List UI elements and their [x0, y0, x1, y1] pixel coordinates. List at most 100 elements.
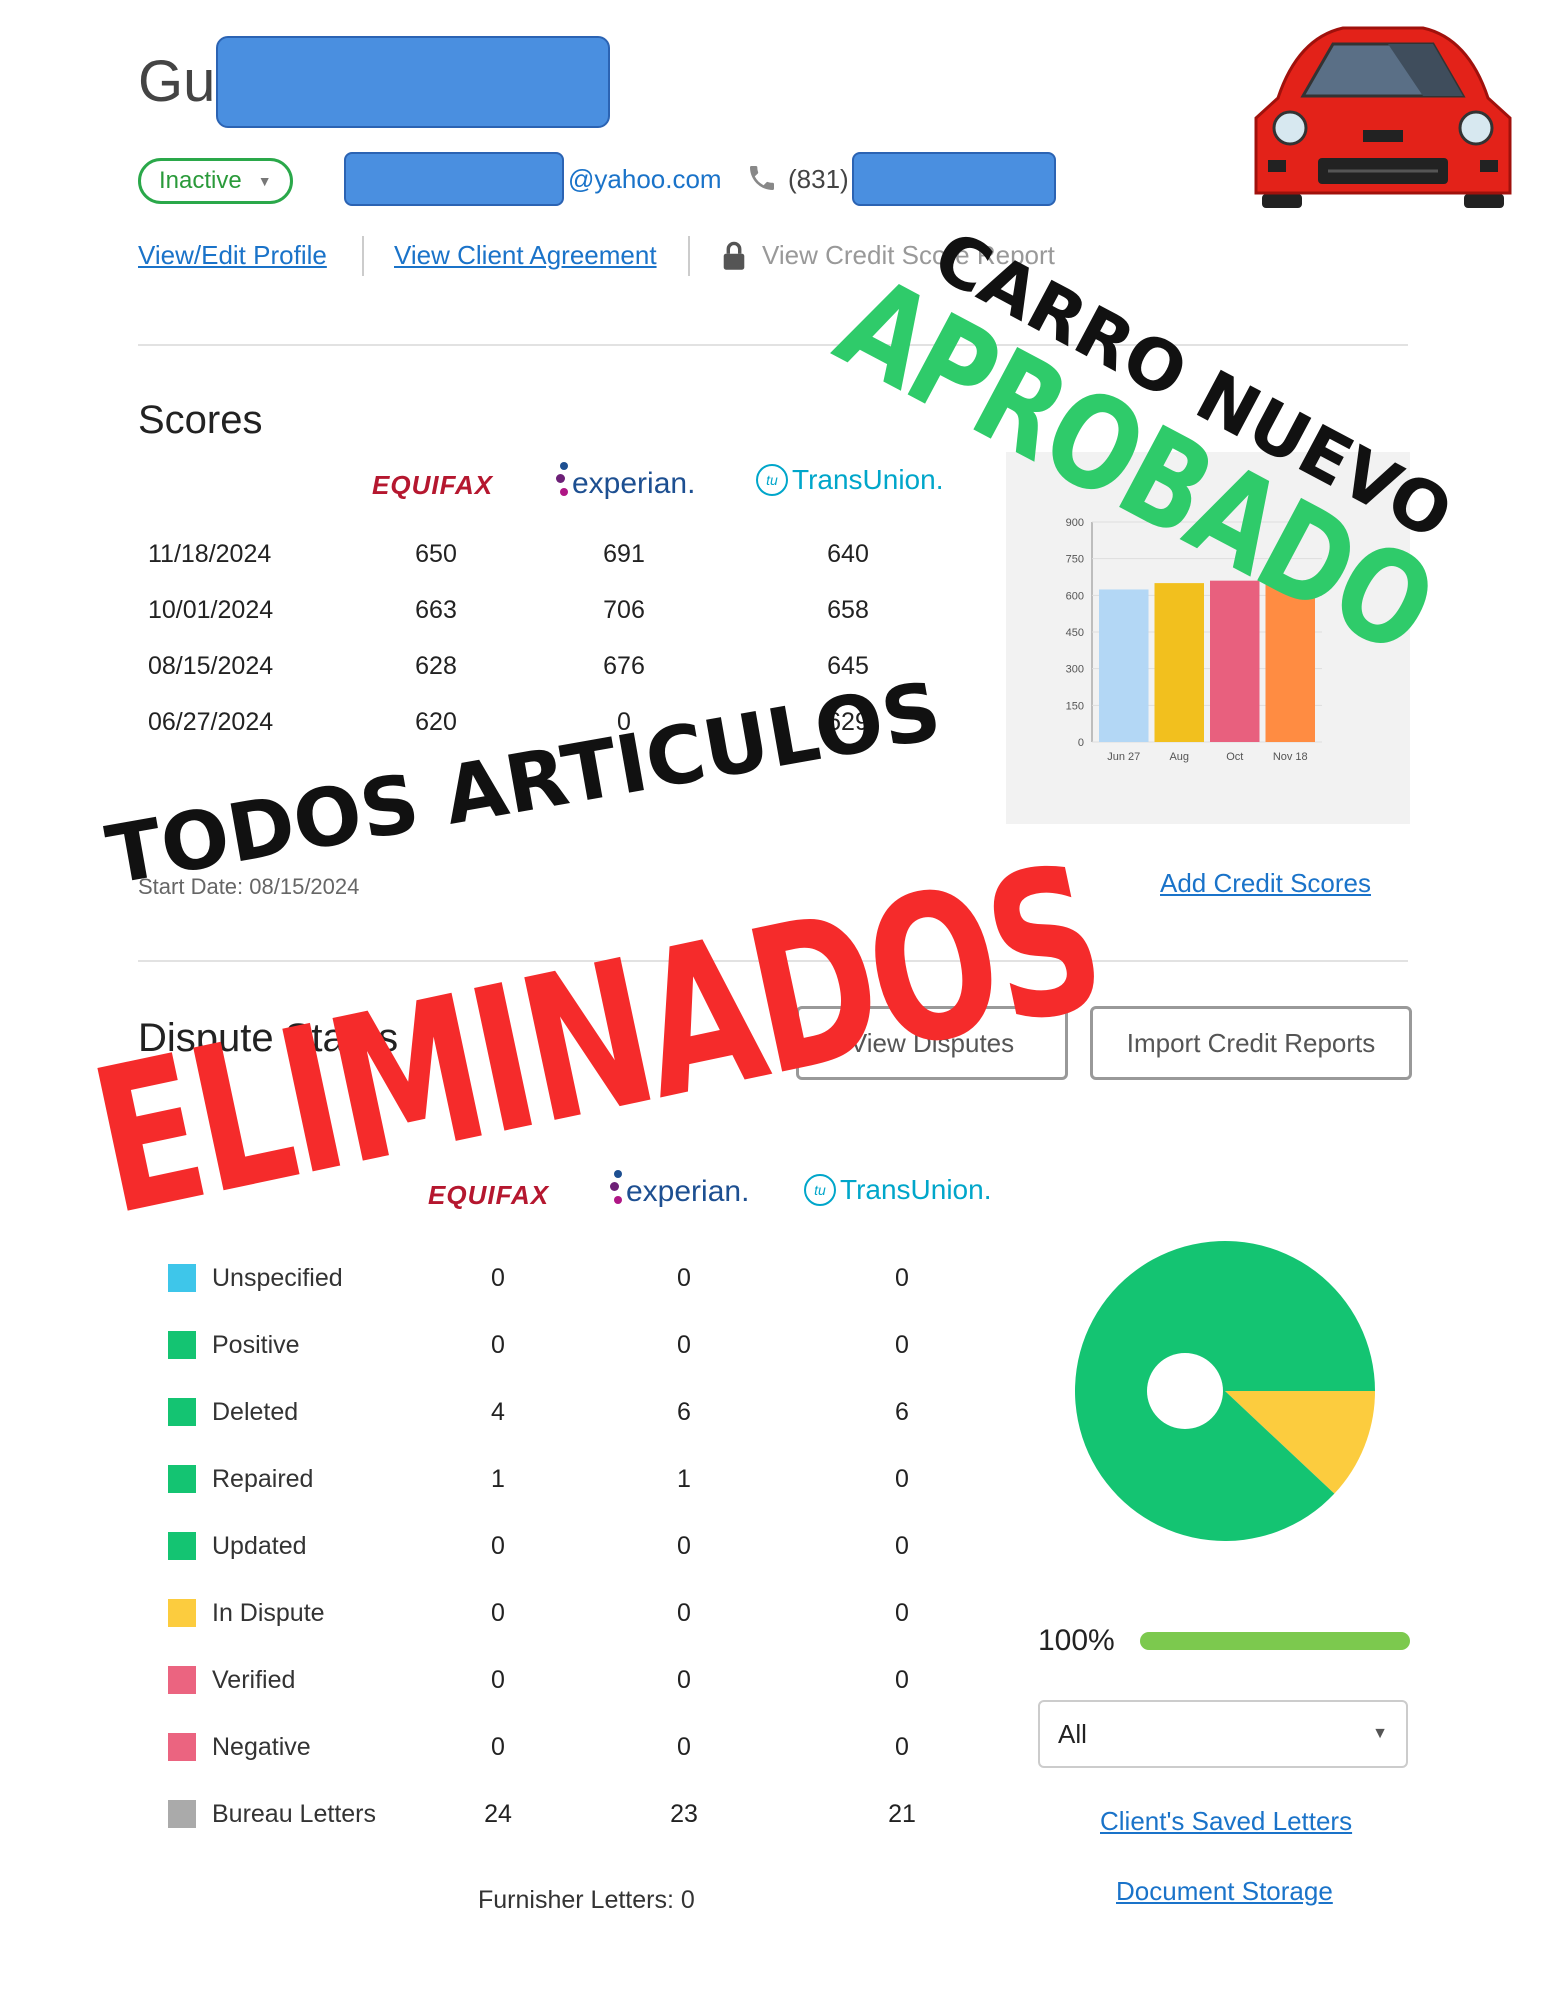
category-count-ex: 1	[677, 1464, 691, 1493]
y-tick-label: 300	[1066, 664, 1084, 676]
client-name: Gu	[138, 49, 216, 114]
pie-center-hole	[1147, 1353, 1223, 1429]
bar	[1099, 589, 1149, 742]
category-label: Bureau Letters	[212, 1799, 376, 1828]
category-swatch	[168, 1331, 196, 1359]
transunion-label: TransUnion.	[792, 464, 944, 495]
experian-dots-icon	[556, 462, 572, 506]
start-date: Start Date: 08/15/2024	[138, 874, 360, 899]
category-label: Verified	[212, 1665, 296, 1694]
category-count-tu: 0	[895, 1598, 909, 1627]
phone-icon	[746, 162, 778, 199]
x-tick-label: Jun 27	[1107, 751, 1140, 763]
redacted-phone-block	[852, 152, 1056, 206]
category-count-ex: 6	[677, 1397, 691, 1426]
category-label: Repaired	[212, 1464, 314, 1493]
red-car-image	[1248, 18, 1518, 208]
transunion-score: 629	[827, 708, 869, 736]
category-count-tu: 0	[895, 1263, 909, 1292]
pie-slice	[1075, 1241, 1375, 1541]
category-count-ex: 0	[677, 1531, 691, 1560]
dispute-category-row: Verified 0 0 0	[168, 1660, 928, 1700]
experian-logo: experian.	[610, 1170, 749, 1214]
category-count-ex: 0	[677, 1330, 691, 1359]
category-label: Unspecified	[212, 1263, 343, 1292]
view-credit-scores-link[interactable]: View Credit Score Report	[762, 240, 1055, 270]
link-divider	[362, 236, 364, 276]
category-count-eq: 1	[491, 1464, 505, 1493]
filter-select[interactable]: All ▼	[1038, 1700, 1408, 1768]
transunion-logo: tu TransUnion.	[804, 1174, 991, 1206]
equifax-score: 620	[415, 708, 457, 736]
transunion-score: 645	[827, 652, 869, 680]
y-tick-label: 450	[1066, 627, 1084, 639]
experian-score: 706	[603, 596, 645, 624]
bar	[1265, 583, 1315, 742]
section-divider	[138, 344, 1408, 346]
bar-chart-svg: 0 150 300 450 600 750 900 Jun 27 Aug Oct Nov 18	[1066, 517, 1322, 763]
x-tick-label: Aug	[1169, 751, 1189, 763]
dispute-category-row: Unspecified 0 0 0	[168, 1258, 928, 1298]
category-swatch	[168, 1599, 196, 1627]
transunion-icon: tu	[756, 464, 788, 496]
scores-table: 11/18/2024 650 691 640 10/01/2024 663 70…	[148, 540, 948, 760]
link-divider	[688, 236, 690, 276]
dispute-category-row: Deleted 4 6 6	[168, 1392, 928, 1432]
category-count-eq: 0	[491, 1598, 505, 1627]
import-credit-reports-button[interactable]: Import Credit Reports	[1090, 1006, 1412, 1080]
category-count-tu: 21	[888, 1799, 916, 1828]
progress-label: 100%	[1038, 1624, 1115, 1657]
category-count-tu: 0	[895, 1665, 909, 1694]
view-client-agreement-link[interactable]: View Client Agreement	[394, 240, 657, 270]
status-dropdown[interactable]: Inactive ▼	[138, 158, 293, 204]
saved-letters-link[interactable]: Client's Saved Letters	[1100, 1806, 1353, 1836]
dispute-category-row: In Dispute 0 0 0	[168, 1593, 928, 1633]
category-count-tu: 6	[895, 1397, 909, 1426]
category-label: In Dispute	[212, 1598, 325, 1627]
y-tick-label: 900	[1066, 517, 1084, 529]
dispute-pie-chart	[1070, 1236, 1380, 1546]
view-disputes-button[interactable]: View Disputes	[796, 1006, 1068, 1080]
category-count-ex: 0	[677, 1732, 691, 1761]
experian-logo: experian.	[556, 462, 695, 506]
category-label: Positive	[212, 1330, 300, 1359]
pie-chart-svg	[1075, 1241, 1375, 1541]
category-count-ex: 0	[677, 1598, 691, 1627]
dispute-category-row: Updated 0 0 0	[168, 1526, 928, 1566]
view-edit-profile-link[interactable]: View/Edit Profile	[138, 240, 327, 270]
experian-score: 676	[603, 652, 645, 680]
y-tick-label: 600	[1066, 590, 1084, 602]
category-count-ex: 0	[677, 1665, 691, 1694]
y-tick-label: 0	[1078, 737, 1084, 749]
document-storage-link[interactable]: Document Storage	[1116, 1876, 1333, 1906]
category-swatch	[168, 1398, 196, 1426]
category-swatch	[168, 1800, 196, 1828]
category-swatch	[168, 1532, 196, 1560]
add-credit-scores-link[interactable]: Add Credit Scores	[1160, 868, 1371, 898]
category-count-eq: 0	[491, 1263, 505, 1292]
furnisher-letters: Furnisher Letters: 0	[478, 1886, 695, 1914]
bar	[1210, 580, 1260, 742]
bar	[1154, 583, 1204, 742]
y-tick-label: 150	[1066, 700, 1084, 712]
email-suffix[interactable]: @yahoo.com	[568, 164, 722, 194]
transunion-score: 640	[827, 540, 869, 568]
equifax-score: 650	[415, 540, 457, 568]
progress-track	[1140, 1632, 1410, 1650]
transunion-score: 658	[827, 596, 869, 624]
redacted-email-block	[344, 152, 564, 206]
score-date: 11/18/2024	[148, 540, 272, 568]
pie-slice	[1225, 1391, 1375, 1494]
dispute-category-row: Positive 0 0 0	[168, 1325, 928, 1365]
caret-down-icon: ▼	[1372, 1725, 1388, 1742]
dispute-category-row: Repaired 1 1 0	[168, 1459, 928, 1499]
category-count-eq: 0	[491, 1330, 505, 1359]
equifax-logo: EQUIFAX	[428, 1180, 550, 1210]
category-label: Deleted	[212, 1397, 299, 1426]
experian-label: experian.	[572, 467, 696, 500]
y-tick-label: 750	[1066, 554, 1084, 566]
category-count-eq: 4	[491, 1397, 505, 1426]
experian-label: experian.	[626, 1175, 750, 1208]
category-swatch	[168, 1465, 196, 1493]
progress-fill	[1140, 1632, 1410, 1650]
